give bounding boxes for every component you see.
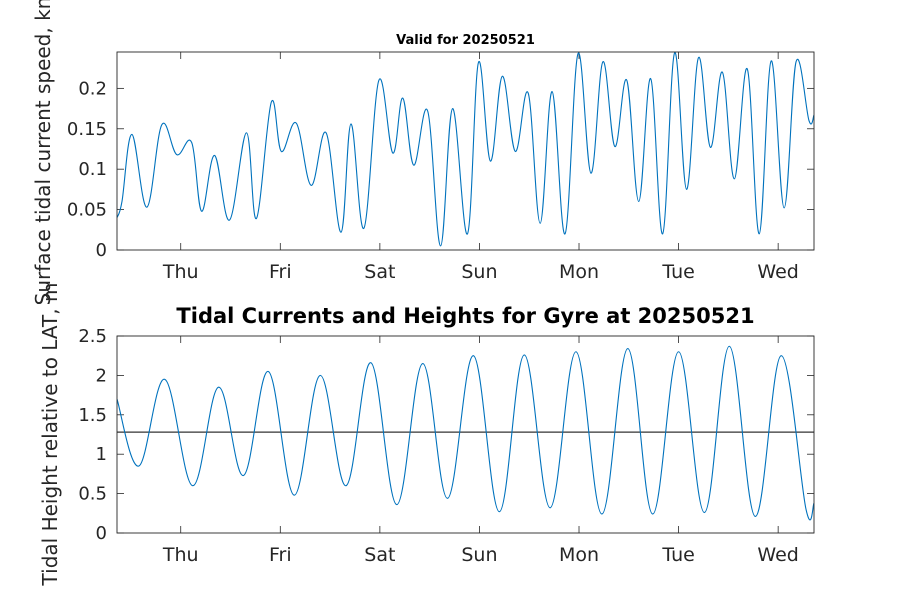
speed-chart: 0 0.05 0.1 0.15 0.2 Thu Fri Sat Sun Mon Tue Wed Vali… — [31, 0, 815, 305]
x-tick-label: Thu — [162, 261, 199, 283]
chart-title: Tidal Currents and Heights for Gyre at 2… — [176, 304, 754, 328]
x-tick-label: Sat — [364, 544, 395, 566]
x-tick-label: Wed — [757, 544, 798, 566]
x-tick-label: Wed — [757, 261, 798, 283]
y-tick-label: 1.5 — [78, 405, 107, 426]
x-tick-label: Sun — [461, 544, 497, 566]
x-tick-label: Thu — [162, 544, 199, 566]
y-tick-label: 0 — [96, 240, 107, 261]
y-tick-label: 0.05 — [67, 200, 107, 221]
x-tick-label: Tue — [661, 261, 694, 283]
y-axis-label: Tidal Height relative to LAT, m — [38, 283, 62, 587]
y-tick-label: 1 — [96, 444, 107, 465]
x-tick-label: Mon — [559, 261, 599, 283]
x-tick-label: Sun — [461, 261, 497, 283]
x-tick-label: Fri — [269, 261, 292, 283]
y-tick-label: 0 — [96, 523, 107, 544]
y-tick-label: 2 — [96, 365, 107, 386]
y-tick-label: 0.5 — [78, 484, 107, 505]
series-line — [117, 52, 814, 247]
height-chart: 0 0.5 1 1.5 2 2.5 Thu Fri Sat Sun Mon Tue Wed Tidal C… — [38, 283, 815, 587]
series-line — [117, 345, 814, 521]
plot-area — [117, 52, 814, 250]
y-tick-label: 0.1 — [78, 159, 107, 180]
x-tick-label: Tue — [661, 544, 694, 566]
y-tick-label: 0.15 — [67, 119, 107, 140]
y-tick-label: 0.2 — [78, 78, 107, 99]
y-tick-label: 2.5 — [78, 326, 107, 347]
plot-area — [117, 336, 814, 533]
axes-box — [116, 51, 815, 251]
axes-box — [116, 335, 815, 534]
x-tick-label: Fri — [269, 544, 292, 566]
x-tick-label: Mon — [559, 544, 599, 566]
x-tick-label: Sat — [364, 261, 395, 283]
chart-title: Valid for 20250521 — [396, 33, 535, 48]
y-axis-label: Surface tidal current speed, kn — [31, 0, 55, 305]
